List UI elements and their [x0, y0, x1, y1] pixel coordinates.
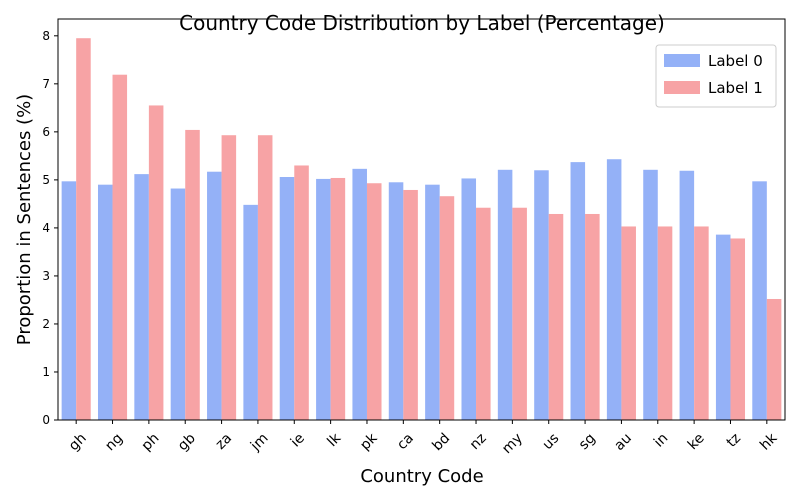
y-tick-label: 7 — [42, 77, 50, 91]
bar-label-1-ie — [294, 165, 309, 420]
bar-label-0-ph — [134, 174, 149, 420]
x-tick-label: gh — [66, 430, 90, 454]
x-tick-label: jm — [247, 430, 271, 454]
x-axis-label: Country Code — [360, 466, 483, 487]
y-tick-label: 5 — [42, 173, 50, 187]
x-tick-label: ie — [288, 430, 308, 450]
x-tick-label: us — [540, 430, 563, 453]
bar-label-0-nz — [461, 178, 477, 420]
bar-label-0-ie — [279, 176, 295, 420]
bars-group — [61, 38, 782, 421]
bar-label-1-ph — [148, 105, 164, 420]
y-axis: 0 1 2 3 4 5 6 7 8 — [42, 29, 58, 427]
bar-label-0-ke — [679, 170, 695, 420]
bar-label-0-ca — [388, 182, 404, 420]
bar-label-1-lk — [330, 177, 346, 420]
x-tick-label: ca — [394, 430, 417, 453]
bar-label-1-us — [548, 213, 564, 420]
legend-label: Label 0 — [708, 52, 763, 70]
legend: Label 0 Label 1 — [655, 44, 777, 108]
y-tick-label: 6 — [42, 125, 50, 139]
bar-label-0-jm — [243, 204, 258, 420]
bar-label-0-tz — [715, 234, 731, 420]
legend-label: Label 1 — [708, 79, 763, 97]
x-tick-label: lk — [324, 430, 344, 450]
x-tick-label: bd — [429, 430, 453, 454]
x-tick-label: hk — [757, 430, 781, 454]
chart-title: Country Code Distribution by Label (Perc… — [179, 11, 665, 35]
legend-swatch-label-1 — [664, 81, 700, 94]
x-tick-label: tz — [724, 430, 744, 450]
bar-label-1-in — [657, 226, 673, 420]
x-tick-label: au — [611, 430, 635, 454]
x-axis: gh ng ph gb za jm ie lk pk ca bd nz my us sg au in ke tz hk — [66, 420, 781, 457]
bar-label-0-bd — [425, 184, 440, 420]
y-tick-label: 3 — [42, 269, 50, 283]
bar-label-1-ca — [403, 189, 418, 420]
x-tick-label: za — [213, 430, 236, 453]
bar-label-1-gh — [76, 38, 91, 420]
bar-label-0-us — [534, 170, 549, 420]
bar-label-0-sg — [570, 162, 586, 420]
bar-label-1-sg — [585, 213, 600, 420]
bar-label-0-gh — [61, 181, 77, 420]
y-tick-label: 4 — [42, 221, 50, 235]
bar-label-1-jm — [257, 135, 273, 420]
y-tick-label: 2 — [42, 317, 50, 331]
y-tick-label: 0 — [42, 413, 50, 427]
y-tick-label: 8 — [42, 29, 50, 43]
bar-label-0-au — [606, 159, 622, 421]
bar-label-1-tz — [730, 238, 746, 420]
bar-label-1-au — [621, 226, 636, 420]
bar-label-0-ng — [97, 184, 113, 420]
x-tick-label: ng — [102, 430, 126, 454]
bar-label-0-gb — [170, 188, 186, 420]
bar-label-1-ng — [112, 74, 128, 420]
bar-label-1-hk — [766, 298, 782, 420]
x-tick-label: ke — [685, 430, 708, 453]
bar-label-1-za — [221, 135, 237, 420]
bar-label-0-pk — [352, 168, 367, 420]
x-tick-label: gb — [175, 430, 199, 454]
bar-label-1-bd — [439, 196, 455, 420]
plot-frame — [57, 18, 786, 421]
x-tick-label: sg — [576, 430, 599, 453]
bar-label-0-za — [207, 171, 222, 420]
bar-label-0-in — [643, 169, 658, 420]
x-tick-label: pk — [357, 430, 381, 454]
bar-label-1-nz — [476, 207, 491, 420]
bar-label-1-pk — [366, 183, 382, 420]
bar-label-0-hk — [752, 181, 767, 420]
x-tick-label: in — [651, 430, 671, 450]
bar-label-0-lk — [316, 178, 331, 420]
x-tick-label: my — [499, 430, 526, 457]
bar-label-1-ke — [694, 226, 709, 420]
x-tick-label: ph — [139, 430, 163, 454]
x-tick-label: nz — [467, 430, 490, 453]
bar-label-1-my — [512, 207, 527, 420]
y-axis-label: Proportion in Sentences (%) — [14, 94, 35, 345]
y-tick-label: 1 — [42, 365, 50, 379]
legend-swatch-label-0 — [664, 54, 700, 67]
bar-label-0-my — [497, 169, 513, 420]
bar-label-1-gb — [185, 129, 200, 420]
